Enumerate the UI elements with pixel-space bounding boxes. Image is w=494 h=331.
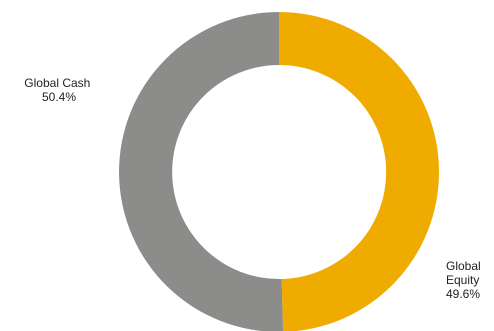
slice-global-equity xyxy=(279,12,440,331)
label-global-equity-line-2: Equity xyxy=(446,273,479,287)
label-global-cash: Global Cash 50.4% xyxy=(24,76,93,104)
label-global-equity-line-1: Global xyxy=(446,259,481,273)
slice-global-cash xyxy=(119,12,283,331)
label-global-cash-value: 50.4% xyxy=(42,90,76,104)
label-global-equity-value: 49.6% xyxy=(446,287,480,301)
donut-slices xyxy=(119,12,440,331)
label-global-equity: Global Equity 49.6% xyxy=(446,259,484,301)
label-global-cash-name: Global Cash xyxy=(24,76,90,90)
